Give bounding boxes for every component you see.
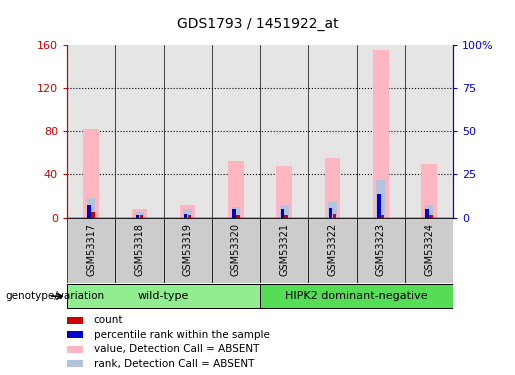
Bar <box>325 158 340 218</box>
Bar <box>67 45 115 218</box>
Bar <box>281 209 284 218</box>
Bar <box>67 317 83 324</box>
Text: GDS1793 / 1451922_at: GDS1793 / 1451922_at <box>177 17 338 31</box>
Bar <box>405 217 453 283</box>
Bar <box>183 209 192 218</box>
Bar <box>163 217 212 283</box>
Text: GSM53323: GSM53323 <box>376 223 386 276</box>
Bar <box>87 198 95 217</box>
Bar <box>376 180 385 218</box>
Bar <box>425 209 429 218</box>
Bar <box>140 215 143 217</box>
Bar <box>67 332 83 338</box>
Bar <box>136 215 139 217</box>
Text: GSM53318: GSM53318 <box>134 223 144 276</box>
Bar <box>91 212 95 217</box>
Bar <box>132 209 147 218</box>
Bar <box>67 217 115 283</box>
Bar <box>88 205 91 218</box>
Bar <box>236 215 239 217</box>
Text: GSM53320: GSM53320 <box>231 223 241 276</box>
Bar <box>232 207 241 218</box>
Bar <box>163 45 212 218</box>
Text: GSM53317: GSM53317 <box>86 223 96 276</box>
Bar <box>284 215 288 217</box>
Bar <box>260 217 308 283</box>
Text: wild-type: wild-type <box>138 291 189 301</box>
Text: GSM53322: GSM53322 <box>328 223 337 276</box>
Bar <box>333 214 336 217</box>
Bar <box>260 45 308 218</box>
Text: HIPK2 dominant-negative: HIPK2 dominant-negative <box>285 291 428 301</box>
Text: GSM53324: GSM53324 <box>424 223 434 276</box>
Bar <box>277 166 292 218</box>
Bar <box>212 217 260 283</box>
Bar <box>425 205 434 218</box>
Bar <box>232 209 236 218</box>
Bar <box>67 284 260 308</box>
Bar <box>228 161 244 218</box>
Bar <box>328 202 337 217</box>
Bar <box>83 129 99 218</box>
Bar <box>184 214 187 217</box>
Bar <box>280 205 288 218</box>
Bar <box>115 45 163 218</box>
Bar <box>115 217 163 283</box>
Bar <box>135 212 144 217</box>
Bar <box>373 50 388 217</box>
Bar <box>188 215 191 217</box>
Bar <box>308 217 356 283</box>
Bar <box>356 45 405 218</box>
Text: GSM53319: GSM53319 <box>183 223 193 276</box>
Text: genotype/variation: genotype/variation <box>5 291 104 301</box>
Bar <box>180 205 195 218</box>
Text: rank, Detection Call = ABSENT: rank, Detection Call = ABSENT <box>94 359 254 369</box>
Bar <box>67 360 83 368</box>
Bar <box>212 45 260 218</box>
Bar <box>356 217 405 283</box>
Bar <box>260 284 453 308</box>
Bar <box>329 208 332 218</box>
Bar <box>381 215 384 217</box>
Bar <box>430 215 433 217</box>
Bar <box>308 45 356 218</box>
Bar <box>67 346 83 353</box>
Text: value, Detection Call = ABSENT: value, Detection Call = ABSENT <box>94 345 259 354</box>
Bar <box>405 45 453 218</box>
Bar <box>421 164 437 218</box>
Text: count: count <box>94 315 123 326</box>
Text: percentile rank within the sample: percentile rank within the sample <box>94 330 270 340</box>
Text: GSM53321: GSM53321 <box>279 223 289 276</box>
Bar <box>377 194 381 217</box>
